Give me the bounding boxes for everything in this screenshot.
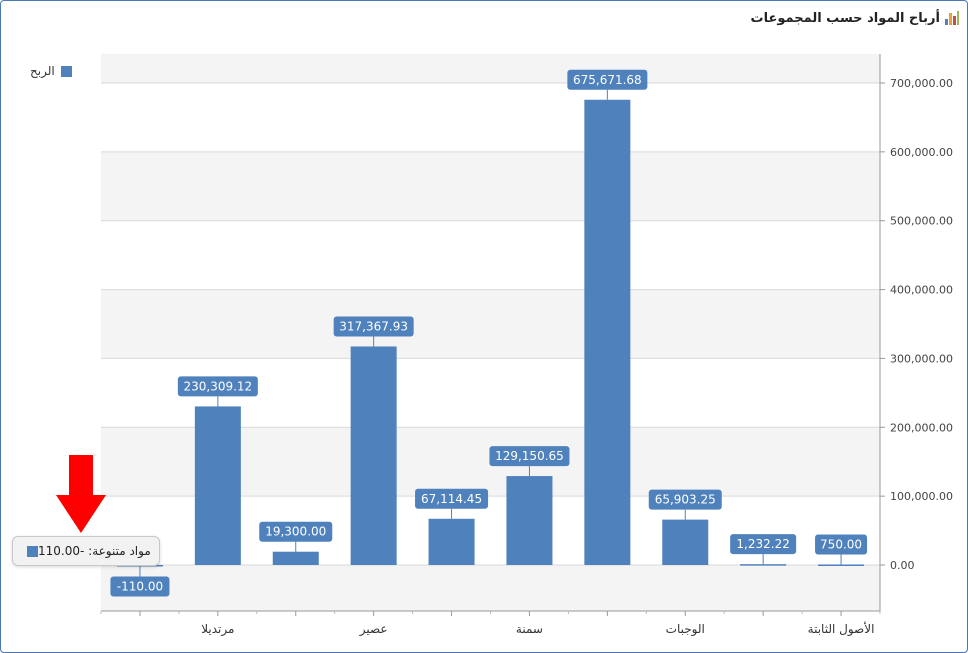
y-tick-label: 400,000.00 (890, 284, 953, 297)
data-label-box (333, 316, 414, 337)
bar-tooltip: مواد متنوعة: -110.00 (12, 536, 160, 566)
y-tick-label: 600,000.00 (890, 146, 953, 159)
data-label-box (648, 489, 722, 510)
chart-legend[interactable]: الربح (30, 64, 72, 78)
data-label: 750.00 (820, 537, 862, 551)
data-label-box (815, 534, 868, 555)
chart-header: أرباح المواد حسب المجموعات (751, 8, 960, 28)
data-label-box (259, 521, 333, 542)
x-tick-label: مرتديلا (201, 622, 234, 637)
bar (740, 564, 787, 566)
x-tick-label: الوجبات (666, 622, 705, 637)
bar (818, 564, 865, 566)
data-label: 317,367.93 (339, 319, 408, 333)
bar (272, 551, 319, 565)
data-label: 1,232.22 (736, 537, 789, 551)
data-label-box (415, 488, 489, 509)
data-label: 129,150.65 (495, 449, 564, 463)
legend-label: الربح (30, 64, 55, 78)
data-label: 230,309.12 (183, 379, 252, 393)
data-label: 675,671.68 (573, 73, 642, 87)
tooltip-swatch (27, 545, 38, 557)
data-label: 19,300.00 (265, 525, 326, 539)
bar (584, 99, 631, 566)
grid-band (101, 289, 880, 359)
data-label: 67,114.45 (421, 492, 482, 506)
data-label-box (177, 376, 258, 397)
chart-title: أرباح المواد حسب المجموعات (750, 10, 940, 26)
data-label-box (489, 446, 570, 467)
data-label-box (110, 576, 170, 597)
x-tick-label: عصير (359, 622, 388, 637)
y-tick-label: 100,000.00 (890, 490, 953, 503)
bar (428, 518, 475, 565)
tooltip-text: مواد متنوعة: -110.00 (38, 544, 151, 558)
legend-swatch (60, 65, 72, 77)
grid-band (101, 565, 880, 611)
y-tick-label: 300,000.00 (890, 352, 953, 365)
y-tick-label: 500,000.00 (890, 215, 953, 228)
grid-band (101, 151, 880, 221)
data-label-box (730, 534, 797, 555)
y-tick-label: 200,000.00 (890, 421, 953, 434)
y-tick-label: 700,000.00 (890, 77, 953, 90)
x-tick-label: الأصول الثابتة (808, 621, 875, 637)
bar-chart-icon (945, 11, 959, 25)
y-tick-label: 0.00 (890, 559, 915, 572)
x-tick-label: سمنة (516, 622, 543, 636)
bar (350, 346, 397, 565)
data-label-box (567, 69, 648, 90)
bar (506, 476, 553, 565)
data-label: -110.00 (117, 580, 163, 594)
grid-band (101, 54, 880, 83)
bar (194, 406, 241, 565)
bar (662, 519, 709, 565)
data-label: 65,903.25 (655, 493, 716, 507)
red-arrow-icon (56, 455, 106, 533)
